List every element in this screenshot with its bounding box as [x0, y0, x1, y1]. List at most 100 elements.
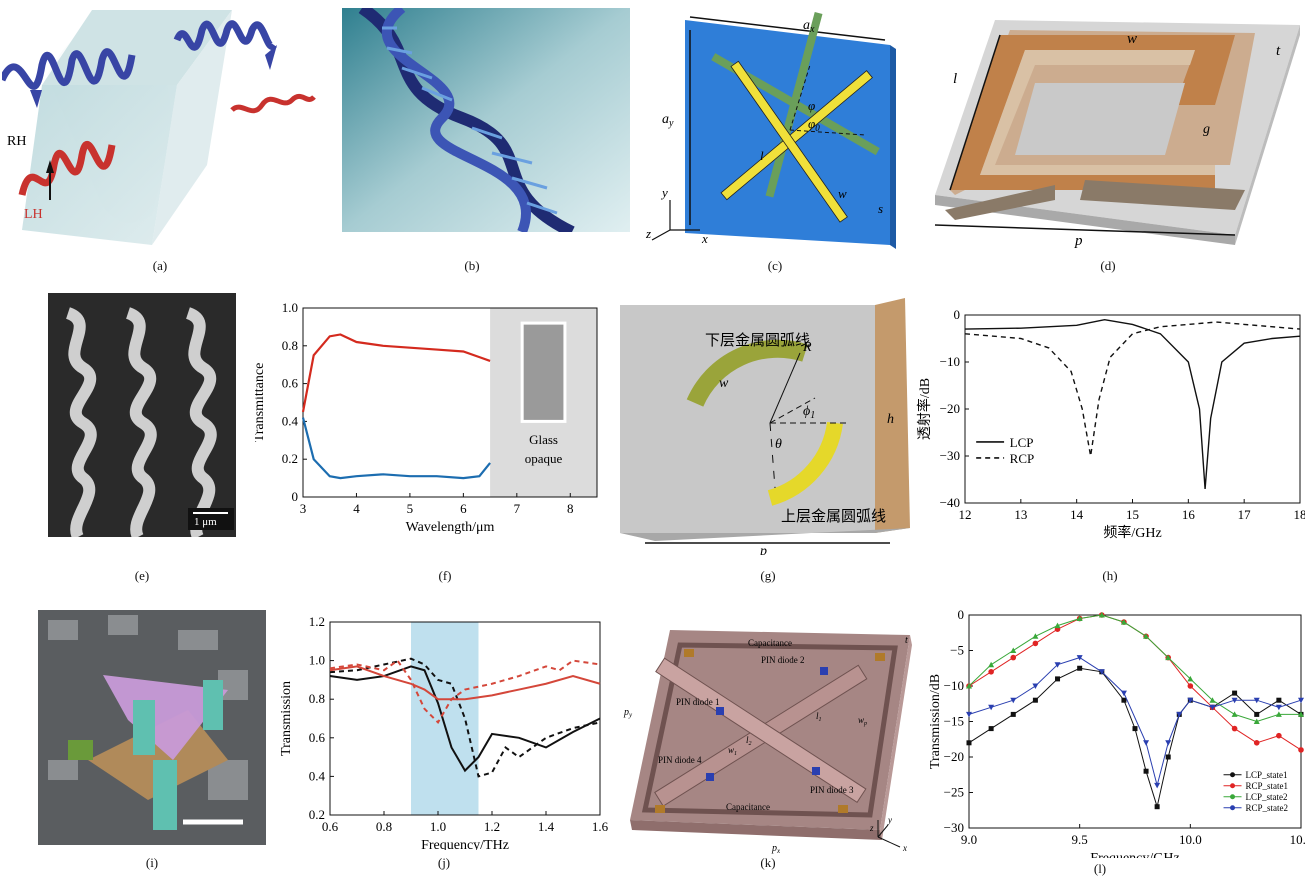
svg-text:y: y [887, 815, 892, 825]
x-axis-label: Frequency/THz [421, 838, 509, 850]
data-point [1165, 754, 1171, 760]
data-point [1253, 718, 1260, 724]
x-axis-label: Frequency/GHz [1090, 851, 1179, 858]
y-tick-label: −40 [940, 495, 960, 510]
x-tick-label: 18 [1294, 507, 1306, 522]
svg-text:l: l [760, 148, 764, 163]
x-tick-label: 1.4 [538, 819, 555, 834]
inner-area [1015, 83, 1185, 155]
svg-text:l1: l1 [816, 711, 822, 723]
y-tick-label: −15 [944, 714, 964, 729]
data-point [1143, 740, 1150, 746]
y-tick-label: −20 [944, 749, 964, 764]
lh-helix [18, 140, 116, 196]
svg-text:ϕ1: ϕ1 [803, 404, 815, 421]
x-tick-label: 3 [300, 501, 307, 516]
panel-k: Capacitance Capacitance PIN diode 1 PIN … [620, 615, 920, 855]
data-point [1187, 675, 1194, 682]
svg-text:t: t [1276, 43, 1281, 59]
legend-label: RCP [1010, 451, 1035, 466]
svg-text:PIN diode 2: PIN diode 2 [761, 655, 805, 665]
svg-text:w1: w1 [728, 745, 737, 757]
data-point [1010, 711, 1016, 717]
x-axis-label: 频率/GHz [1103, 524, 1161, 541]
legend-marker [1230, 805, 1236, 811]
panel-i [38, 610, 266, 845]
x-tick-label: 6 [460, 501, 467, 516]
y-axis-label: Transmission [279, 681, 294, 756]
split-ring-unit-cell: l w t g p [934, 20, 1300, 249]
rh-label: RH [7, 134, 26, 149]
lower-arc [686, 339, 808, 407]
x-tick-label: 13 [1014, 507, 1027, 522]
data-point [1275, 711, 1282, 717]
data-point [1121, 697, 1127, 703]
data-point [1276, 697, 1282, 703]
x-tick-label: 8 [567, 501, 574, 516]
data-point [1298, 747, 1304, 753]
data-point [1187, 697, 1194, 704]
y-tick-label: 0.6 [282, 376, 299, 391]
svg-text:PIN diode 3: PIN diode 3 [810, 785, 854, 795]
transmittance-chart: 3 4 5 6 7 8 0 0.2 0.4 0.6 0.8 1.0 Wavelength/μm Trans… [252, 300, 598, 535]
series-line-1 [329, 665, 601, 773]
x-tick-label: 1.6 [592, 819, 609, 834]
pin-diode-1 [716, 707, 724, 715]
y-tick-label: 0.4 [309, 768, 326, 783]
series-line-1 [964, 318, 1301, 489]
pin-diode-2 [820, 667, 828, 675]
x-tick-label: 1.0 [430, 819, 446, 834]
data-point [1032, 640, 1039, 647]
series-line-4 [329, 659, 601, 724]
series-line-1 [301, 333, 491, 413]
svg-text:p: p [759, 544, 767, 555]
caption-b: (b) [464, 258, 480, 273]
caption-c: (c) [767, 258, 783, 273]
svg-text:Capacitance: Capacitance [726, 802, 770, 812]
data-point [966, 683, 972, 689]
caption-i: (i) [145, 855, 159, 870]
y-tick-label: 0 [292, 489, 299, 504]
annotation-glass: Glass [529, 432, 558, 447]
legend-label: LCP_state1 [1246, 770, 1288, 780]
svg-text:s: s [878, 201, 883, 216]
svg-text:z: z [645, 226, 651, 241]
data-point [1165, 654, 1172, 661]
data-point [1077, 665, 1083, 671]
x-tick-label: 14 [1070, 507, 1084, 522]
transmittance-db-chart: 12 13 14 15 16 17 18 0 −10 −20 −30 −40 频率/GHz 透射率/dB L… [916, 307, 1306, 541]
reconfigurable-unit-cell: Capacitance Capacitance PIN diode 1 PIN … [623, 630, 912, 855]
svg-text:θ: θ [775, 437, 782, 452]
ax-arrow [689, 16, 886, 41]
caption-g: (g) [760, 568, 776, 583]
x-tick-label: 12 [959, 507, 972, 522]
panel-c: ax ay φ φ0 l w s y z x [640, 5, 910, 250]
shaded-region [411, 622, 479, 815]
data-point [1232, 690, 1238, 696]
y-tick-label: −20 [940, 401, 960, 416]
legend-marker [1230, 794, 1236, 800]
caption-j: (j) [437, 855, 451, 870]
scale-label: 1 μm [194, 516, 217, 528]
data-point [1143, 768, 1149, 774]
y-tick-label: 0.8 [282, 338, 298, 353]
svg-text:wp: wp [858, 715, 867, 727]
svg-text:ay: ay [662, 112, 674, 129]
svg-text:x: x [902, 843, 907, 853]
data-point [1054, 622, 1061, 629]
data-point [1165, 740, 1172, 746]
panel-e: 1 μm [48, 293, 236, 540]
panel-b [342, 3, 630, 238]
pillar-3 [153, 760, 177, 830]
svg-text:PIN diode 1: PIN diode 1 [676, 697, 720, 707]
data-point [1154, 782, 1161, 789]
y-tick-label: 1.0 [282, 300, 298, 315]
x-tick-label: 5 [407, 501, 414, 516]
caption-h: (h) [1102, 568, 1118, 583]
data-point [1098, 612, 1105, 618]
x-tick-label: 4 [353, 501, 360, 516]
ghz-transmission-chart: 9.0 9.5 10.0 10.5 0 −5 −10 −15 −20 −25 −30 Frequenc… [928, 607, 1306, 866]
data-point [1176, 711, 1183, 718]
data-point [1076, 615, 1083, 622]
svg-text:h: h [887, 412, 894, 427]
